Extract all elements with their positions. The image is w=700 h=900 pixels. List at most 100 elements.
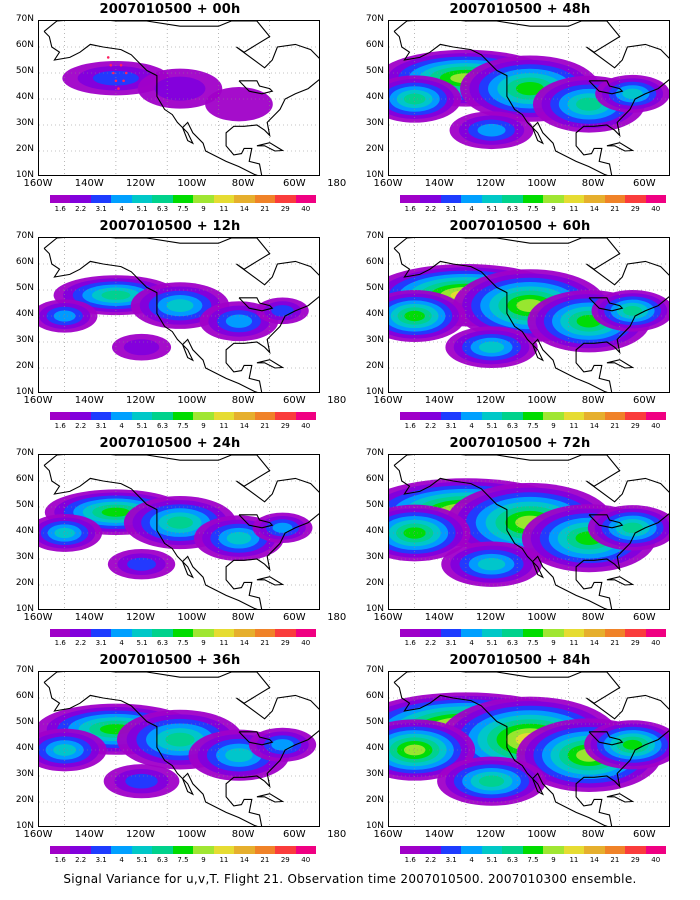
lat-tick-label: 70N — [15, 14, 34, 24]
colorbar-label: 5.1 — [136, 856, 148, 864]
colorbar-label: 6.3 — [506, 205, 519, 213]
lat-tick-label: 20N — [365, 361, 384, 371]
lat-tick-label: 30N — [15, 118, 34, 128]
variance-contour — [101, 290, 131, 300]
colorbar-label: 5.1 — [136, 639, 148, 647]
colorbar-label: 29 — [630, 639, 640, 647]
colorbar-swatch — [254, 195, 276, 203]
colorbar-label: 29 — [630, 205, 640, 213]
colorbar-labels: 1.6 2.2 3.1 4 5.1 6.3 7.5 9 11 14 21 29 40 — [50, 422, 316, 432]
colorbar-swatch — [481, 846, 503, 854]
lat-tick-label: 40N — [365, 92, 384, 102]
colorbar-swatch — [90, 195, 112, 203]
colorbar-swatch — [400, 629, 421, 637]
variance-contour — [53, 744, 77, 756]
lon-tick-label: 120W — [476, 395, 506, 406]
lon-tick-label: 60W — [633, 612, 656, 623]
observation-point — [112, 71, 115, 75]
coastline — [238, 731, 274, 746]
colorbar-label: 40 — [301, 422, 311, 430]
colorbar-swatch — [254, 412, 276, 420]
colorbar-swatch — [213, 195, 235, 203]
colorbar-labels: 1.6 2.2 3.1 4 5.1 6.3 7.5 9 11 14 21 29 40 — [50, 856, 316, 866]
observation-point — [122, 79, 125, 83]
colorbar-label: 9 — [201, 422, 206, 430]
colorbar-swatch — [152, 629, 173, 637]
map-frame — [38, 454, 320, 610]
variance-contour — [125, 773, 158, 789]
colorbar-label: 6.3 — [506, 639, 519, 647]
colorbar-swatch — [502, 846, 523, 854]
colorbar-label: 14 — [239, 856, 249, 864]
observation-point — [109, 63, 113, 67]
lat-tick-label: 10N — [365, 821, 384, 831]
colorbar-label: 11 — [219, 205, 229, 213]
colorbar-label: 5.1 — [486, 205, 498, 213]
variance-map — [39, 238, 319, 392]
map-panel: 2007010500 + 12h 70N 60N 50N 40N 30N 20N 10N 180… — [0, 219, 340, 434]
lat-tick-label: 60N — [365, 691, 384, 701]
colorbar-label: 14 — [239, 639, 249, 647]
lon-tick-label: 180 — [0, 178, 5, 189]
lat-tick-label: 70N — [365, 231, 384, 241]
lat-tick-label: 30N — [365, 769, 384, 779]
coastline — [43, 238, 319, 392]
map-panel: 2007010500 + 36h 70N 60N 50N 40N 30N 20N 10N 180… — [0, 653, 340, 868]
lon-tick-label: 120W — [476, 829, 506, 840]
colorbar-swatch — [625, 195, 646, 203]
colorbar-label: 6.3 — [156, 422, 169, 430]
lon-tick-label: 180 — [0, 612, 5, 623]
variance-contour — [622, 522, 643, 534]
colorbar-swatch — [50, 195, 71, 203]
variance-contour — [404, 310, 425, 322]
colorbar-swatch — [563, 195, 585, 203]
colorbar-swatch — [254, 846, 276, 854]
variance-contour — [576, 97, 602, 111]
lat-tick-label: 20N — [365, 795, 384, 805]
lon-tick-label: 100W — [527, 829, 557, 840]
colorbar-label: 1.6 — [54, 856, 66, 864]
colorbar-swatch — [543, 629, 564, 637]
lat-tick-label: 50N — [365, 66, 384, 76]
lon-tick-label: 80W — [231, 612, 255, 623]
colorbar-label: 2.2 — [425, 422, 437, 430]
colorbar-swatch — [131, 629, 153, 637]
lon-tick-label: 60W — [283, 178, 306, 189]
lat-tick-label: 50N — [365, 500, 384, 510]
lon-tick-label: 140W — [74, 829, 104, 840]
colorbar-swatch — [645, 412, 667, 420]
colorbar-swatch — [543, 412, 564, 420]
colorbar-swatch — [461, 195, 482, 203]
colorbar-label: 29 — [280, 422, 290, 430]
variance-contour — [516, 81, 544, 96]
colorbar-swatch — [625, 629, 646, 637]
colorbar-label: 1.6 — [54, 205, 66, 213]
lat-tick-label: 30N — [15, 769, 34, 779]
map-frame — [388, 237, 670, 393]
colorbar-label: 14 — [239, 205, 249, 213]
lat-tick-label: 60N — [365, 40, 384, 50]
lon-tick-label: 80W — [581, 178, 605, 189]
colorbar-swatch — [70, 412, 91, 420]
colorbar-swatch — [193, 846, 214, 854]
colorbar-swatch — [584, 195, 605, 203]
colorbar-swatch — [234, 195, 255, 203]
coastline — [43, 455, 319, 609]
lat-tick-label: 20N — [365, 144, 384, 154]
lat-tick-label: 30N — [365, 335, 384, 345]
map-frame — [388, 20, 670, 176]
colorbar-swatch — [420, 195, 441, 203]
variance-contour — [53, 310, 76, 322]
colorbar-swatch — [461, 412, 482, 420]
colorbar-label: 21 — [260, 205, 270, 213]
colorbar-swatch — [400, 412, 421, 420]
variance-contour — [478, 775, 505, 787]
lat-tick-label: 40N — [365, 743, 384, 753]
lat-tick-label: 40N — [365, 309, 384, 319]
colorbar-label: 4 — [119, 205, 124, 213]
variance-contour — [127, 557, 156, 571]
colorbar-swatch — [502, 629, 523, 637]
lon-tick-label: 180 — [0, 829, 5, 840]
colorbar-swatch — [420, 846, 441, 854]
lon-tick-label: 100W — [177, 178, 207, 189]
